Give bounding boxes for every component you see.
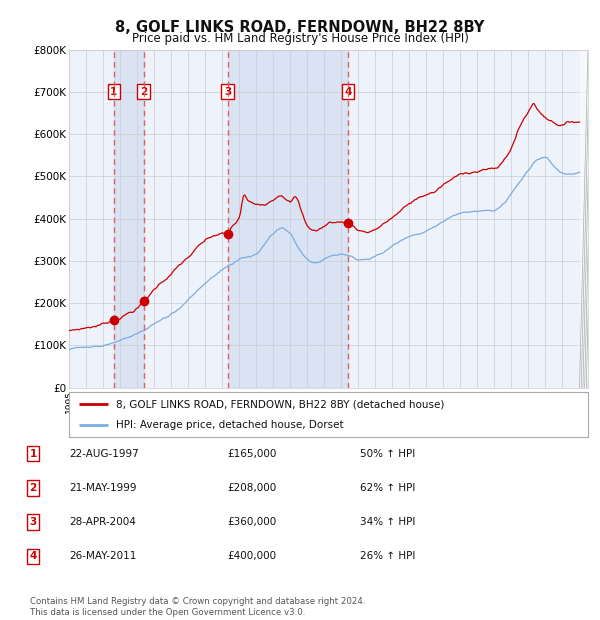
Text: 34% ↑ HPI: 34% ↑ HPI [360,517,415,527]
Text: Price paid vs. HM Land Registry's House Price Index (HPI): Price paid vs. HM Land Registry's House … [131,32,469,45]
Text: Contains HM Land Registry data © Crown copyright and database right 2024.
This d: Contains HM Land Registry data © Crown c… [30,598,365,617]
Text: 50% ↑ HPI: 50% ↑ HPI [360,449,415,459]
Text: 1: 1 [110,87,118,97]
Text: 8, GOLF LINKS ROAD, FERNDOWN, BH22 8BY: 8, GOLF LINKS ROAD, FERNDOWN, BH22 8BY [115,20,485,35]
Text: £400,000: £400,000 [227,551,277,561]
Text: 1: 1 [29,449,37,459]
Text: 26-MAY-2011: 26-MAY-2011 [69,551,136,561]
Bar [227,50,348,388]
Text: £360,000: £360,000 [227,517,277,527]
Text: 62% ↑ HPI: 62% ↑ HPI [360,483,415,493]
Bar [114,50,143,388]
Text: 3: 3 [29,517,37,527]
Text: 28-APR-2004: 28-APR-2004 [69,517,136,527]
Text: 2: 2 [29,483,37,493]
Bar [580,50,588,388]
Text: HPI: Average price, detached house, Dorset: HPI: Average price, detached house, Dors… [116,420,343,430]
Text: 22-AUG-1997: 22-AUG-1997 [69,449,139,459]
Text: 26% ↑ HPI: 26% ↑ HPI [360,551,415,561]
Text: £165,000: £165,000 [227,449,277,459]
Text: 21-MAY-1999: 21-MAY-1999 [69,483,137,493]
Text: 2: 2 [140,87,147,97]
Text: 8, GOLF LINKS ROAD, FERNDOWN, BH22 8BY (detached house): 8, GOLF LINKS ROAD, FERNDOWN, BH22 8BY (… [116,399,444,409]
Text: 4: 4 [29,551,37,561]
Text: 3: 3 [224,87,231,97]
Text: 4: 4 [344,87,352,97]
Text: £208,000: £208,000 [227,483,277,493]
